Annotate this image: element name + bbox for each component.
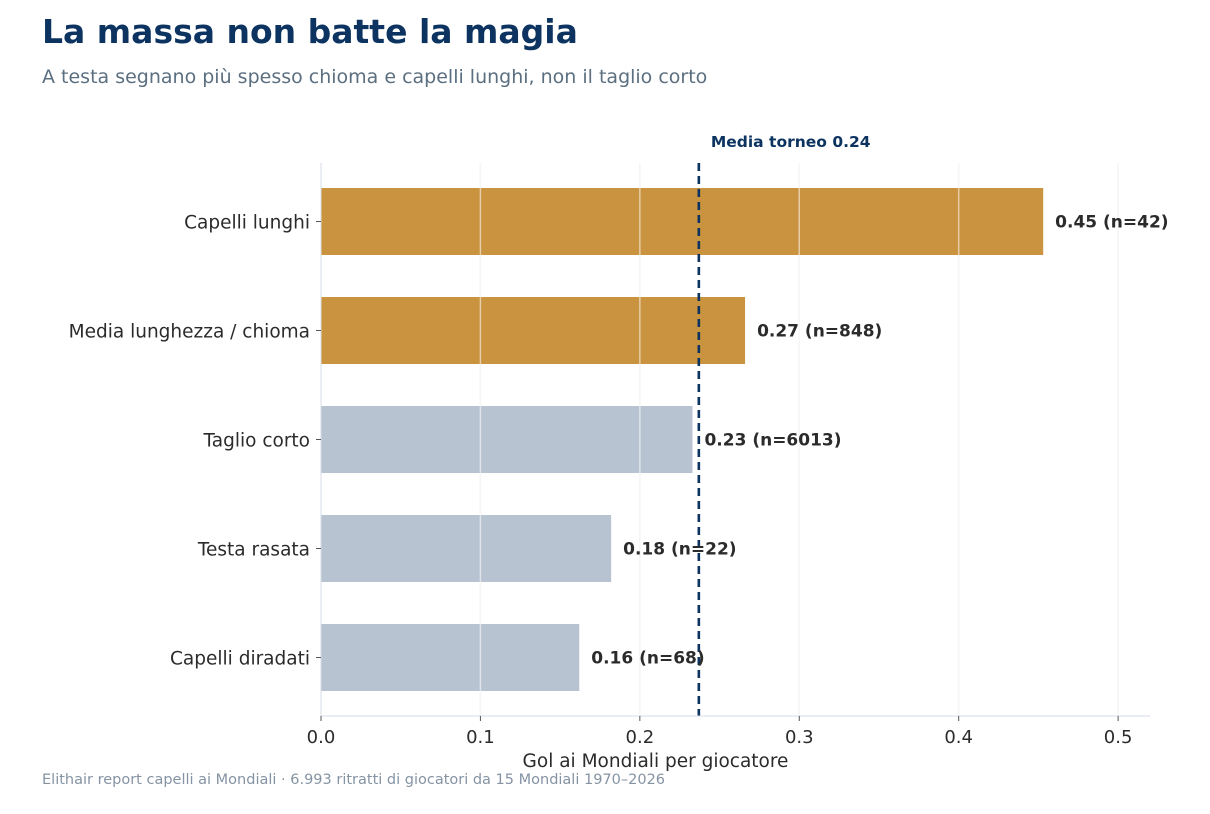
bar-5 [321,624,580,691]
category-label-1: Capelli lunghi [184,213,310,234]
category-label-2: Media lunghezza / chioma [69,322,310,343]
bars [321,163,1119,716]
data-label-5: 0.16 (n=68) [591,649,704,669]
bar-3 [321,406,693,473]
category-label-5: Capelli diradati [170,649,310,670]
category-label-3: Taglio corto [203,431,310,452]
data-label-3: 0.23 (n=6013) [704,431,841,451]
bar-4 [321,515,612,582]
bar-2 [321,297,746,364]
x-tick-label-0: 0.0 [307,727,336,748]
x-tick-label-2: 0.2 [626,727,655,748]
category-label-4: Testa rasata [197,540,310,561]
x-tick-label-4: 0.4 [944,727,973,748]
labels: Capelli lunghi Media lunghezza / chioma Ta… [69,213,1169,670]
axes: 0.0 0.1 0.2 0.3 0.4 0.5 Gol ai Mondiali per gi… [307,163,1150,772]
x-axis-title: Gol ai Mondiali per giocatore [523,751,789,772]
chart-title: La massa non batte la magia [42,12,578,51]
x-tick-label-1: 0.1 [466,727,495,748]
x-tick-label-5: 0.5 [1104,727,1133,748]
x-tick-label-3: 0.3 [785,727,814,748]
chart-subtitle: A testa segnano più spesso chioma e cape… [42,66,708,88]
source-footer: Elithair report capelli ai Mondiali · 6.… [42,772,666,788]
bar-1 [321,188,1044,255]
reference-line-group: Media torneo 0.24 [697,133,871,716]
data-label-4: 0.18 (n=22) [623,540,736,560]
reference-line-label: Media torneo 0.24 [711,133,871,151]
data-label-1: 0.45 (n=42) [1055,213,1168,233]
data-label-2: 0.27 (n=848) [757,322,882,342]
